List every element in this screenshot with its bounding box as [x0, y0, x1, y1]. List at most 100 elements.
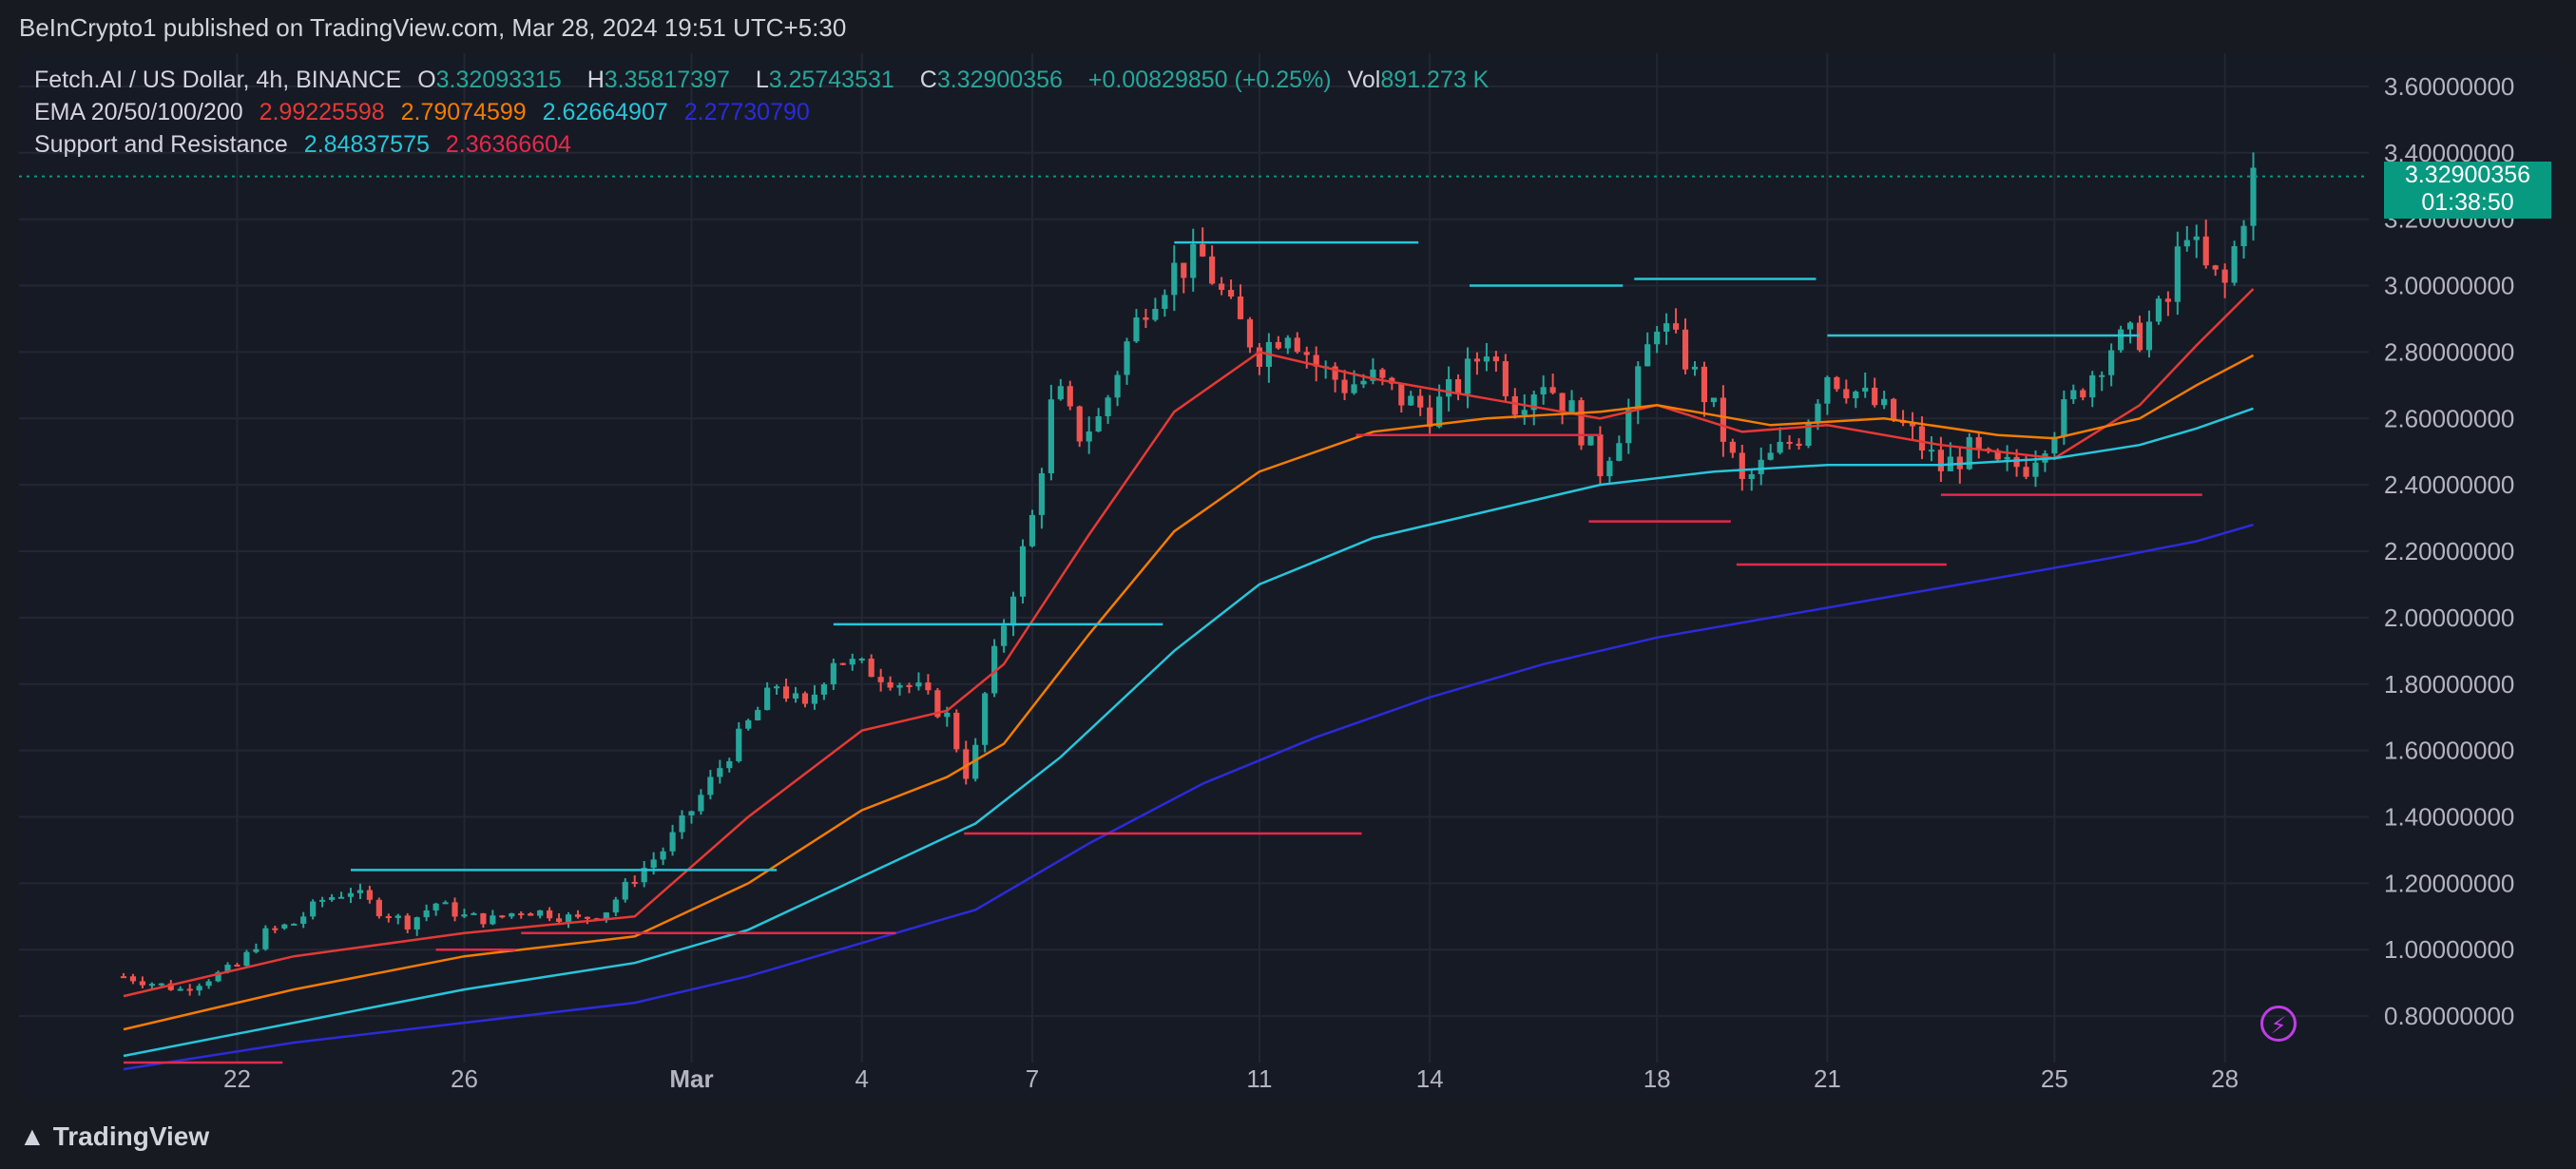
candle-body [1587, 434, 1594, 446]
candle-body [1105, 397, 1111, 417]
candle-body [1540, 387, 1547, 395]
candle-body [641, 868, 647, 883]
ema-line [123, 523, 2254, 1071]
candle-body [272, 928, 279, 930]
price-axis[interactable] [2369, 53, 2557, 1101]
candle-body [1095, 416, 1102, 431]
candle-body [1758, 459, 1764, 474]
last-price-tag: 3.32900356 01:38:50 [2384, 162, 2551, 219]
candle-body [925, 682, 932, 691]
candle-body [1748, 473, 1755, 479]
candle-body [1019, 546, 1027, 597]
candle-body [1843, 389, 1850, 399]
candle-body [319, 899, 326, 902]
candle-body [584, 916, 591, 919]
candle-body [139, 981, 146, 986]
candle-body [991, 645, 998, 694]
legend-ema100: 2.62664907 [542, 99, 668, 125]
candle-body [499, 915, 506, 918]
y-tick-label: 3.00000000 [2384, 272, 2514, 300]
candle-body [1427, 407, 1433, 428]
candle-body [972, 744, 979, 779]
candle-body [1067, 386, 1073, 407]
legend-ema: EMA 20/50/100/200 2.99225598 2.79074599 … [34, 99, 819, 126]
candle-body [1937, 450, 1944, 471]
candle-body [877, 677, 884, 682]
candle-body [1815, 403, 1821, 423]
candle-body [2126, 322, 2134, 330]
candle-body [2004, 456, 2010, 460]
candle-body [1275, 341, 1281, 349]
legend-sr-label[interactable]: Support and Resistance [34, 131, 288, 158]
candle-body [934, 690, 941, 718]
candle-body [811, 694, 818, 704]
candle-body [574, 914, 582, 917]
candle-body [1446, 378, 1452, 397]
candle-body [1379, 369, 1386, 378]
candle-body [215, 971, 221, 982]
candle-body [698, 795, 704, 812]
candle-body [177, 988, 183, 991]
legend-symbol[interactable]: Fetch.AI / US Dollar, 4h, BINANCE [34, 67, 402, 93]
candle-body [452, 902, 458, 917]
candle-body [1370, 369, 1376, 381]
candle-body [224, 965, 231, 972]
candle-body [1739, 452, 1745, 479]
candle-body [1454, 378, 1462, 394]
candle-body [2118, 329, 2124, 351]
candle-body [1691, 366, 1699, 370]
legend-ema-label[interactable]: EMA 20/50/100/200 [34, 99, 243, 125]
legend-sr-support: 2.36366604 [445, 131, 571, 158]
candle-body [471, 912, 477, 915]
candle-body [906, 684, 913, 687]
candle-body [1284, 337, 1291, 349]
x-tick-label: 7 [1026, 1064, 1039, 1093]
candle-body [1000, 625, 1008, 646]
candle-body [1303, 352, 1310, 355]
lightning-icon[interactable]: ⚡ [2260, 1006, 2297, 1042]
candle-body [1076, 406, 1083, 442]
footer: ▲ TradingView [0, 1101, 2576, 1169]
candle-body [1777, 441, 1783, 453]
tradingview-logo[interactable]: ▲ TradingView [19, 1121, 210, 1151]
candle-body [1124, 341, 1130, 375]
legend-ema50: 2.79074599 [400, 99, 527, 125]
legend-change: +0.00829850 (+0.25%) [1087, 67, 1332, 93]
candle-body [158, 983, 164, 986]
candle-body [375, 899, 382, 917]
y-tick-label: 1.40000000 [2384, 802, 2514, 831]
candle-body [413, 917, 420, 929]
candle-body [1511, 395, 1518, 415]
candle-body [631, 881, 638, 884]
candle-body [2212, 265, 2219, 270]
bar-countdown: 01:38:50 [2421, 189, 2514, 216]
candle-body [480, 912, 487, 925]
legend-ema20: 2.99225598 [259, 99, 385, 125]
candle-body [2250, 167, 2257, 226]
candle-body [1502, 361, 1509, 396]
x-tick-label: Mar [669, 1064, 713, 1093]
candle-body [1057, 386, 1064, 400]
candle-body [1048, 399, 1054, 473]
candle-body [2155, 298, 2163, 322]
candle-body [1616, 443, 1623, 461]
candle-body [1181, 262, 1187, 278]
candle-body [337, 896, 345, 899]
ema-line [123, 288, 2255, 998]
candle-body [1796, 443, 1802, 447]
candle-body [356, 890, 364, 893]
candle-body [1237, 297, 1244, 319]
candle-body [1483, 356, 1490, 362]
candle-body [887, 681, 894, 688]
candle-body [281, 924, 288, 929]
candle-body [253, 949, 260, 952]
candle-body [1028, 514, 1036, 546]
chart-pane[interactable] [19, 53, 2369, 1101]
y-tick-label: 3.60000000 [2384, 72, 2514, 101]
candle-body [1294, 337, 1300, 353]
candle-body [1408, 395, 1414, 406]
candle-body [2023, 467, 2029, 477]
candle-body [2070, 390, 2077, 400]
candle-body [830, 662, 836, 684]
